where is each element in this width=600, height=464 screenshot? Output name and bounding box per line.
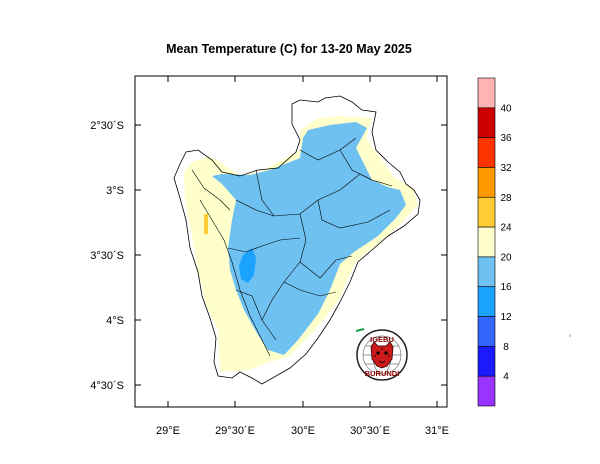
colorbar-label: 24 [500,223,512,234]
leopard-head-icon [370,341,394,369]
colorbar-swatch [477,375,496,407]
colorbar-label: 40 [500,103,512,114]
igebu-logo: IGEBU BURUNDI [356,329,408,381]
colorbar-swatch [477,107,496,138]
temp-band-24-28 [204,214,208,234]
colorbar-swatch [477,256,496,288]
colorbar-swatch [477,137,496,168]
y-tick-label: 2°30´S [90,120,124,132]
y-tick-label: 4°S [106,315,124,327]
y-tick-label: 4°30´S [90,380,124,392]
colorbar-label: 20 [500,252,512,263]
colorbar-swatch [477,346,496,377]
colorbar-label: 8 [503,342,509,353]
colorbar: 4 8 12 16 20 24 28 32 36 40 [477,77,512,407]
colorbar-swatch [477,196,496,228]
map-title: Mean Temperature (C) for 13-20 May 2025 [166,42,412,56]
colorbar-swatch [477,226,496,258]
x-tick-label: 29°30´E [215,425,255,437]
colorbar-swatch [477,167,496,198]
colorbar-swatch [477,286,496,317]
logo-text-top: IGEBU [370,335,394,344]
colorbar-swatch [477,77,496,109]
colorbar-label: 16 [500,282,512,293]
logo-text-bottom: BURUNDI [365,369,400,378]
colorbar-label: 28 [500,193,512,204]
map-panel: 29°E 29°30´E 30°E 30°30´E 31°E 2°30´S 3°… [90,75,449,437]
province-boundaries [191,137,393,357]
colorbar-label: 32 [500,163,512,174]
colorbar-label: 12 [500,312,512,323]
y-tick-label: 3°30´S [90,250,124,262]
x-tick-label: 30°E [291,425,315,437]
y-tick-label: 3°S [106,185,124,197]
temp-band-16-20 [212,122,406,355]
x-tick-label: 29°E [156,425,180,437]
x-tick-label: 30°30´E [350,425,390,437]
map-ticks [135,76,447,407]
colorbar-swatch [477,316,496,347]
temp-band-12-16 [239,248,256,283]
green-mark [355,328,365,332]
colorbar-label: 36 [500,133,512,144]
colorbar-label: 4 [503,372,509,383]
country-border [173,95,421,385]
x-tick-label: 31°E [425,425,449,437]
